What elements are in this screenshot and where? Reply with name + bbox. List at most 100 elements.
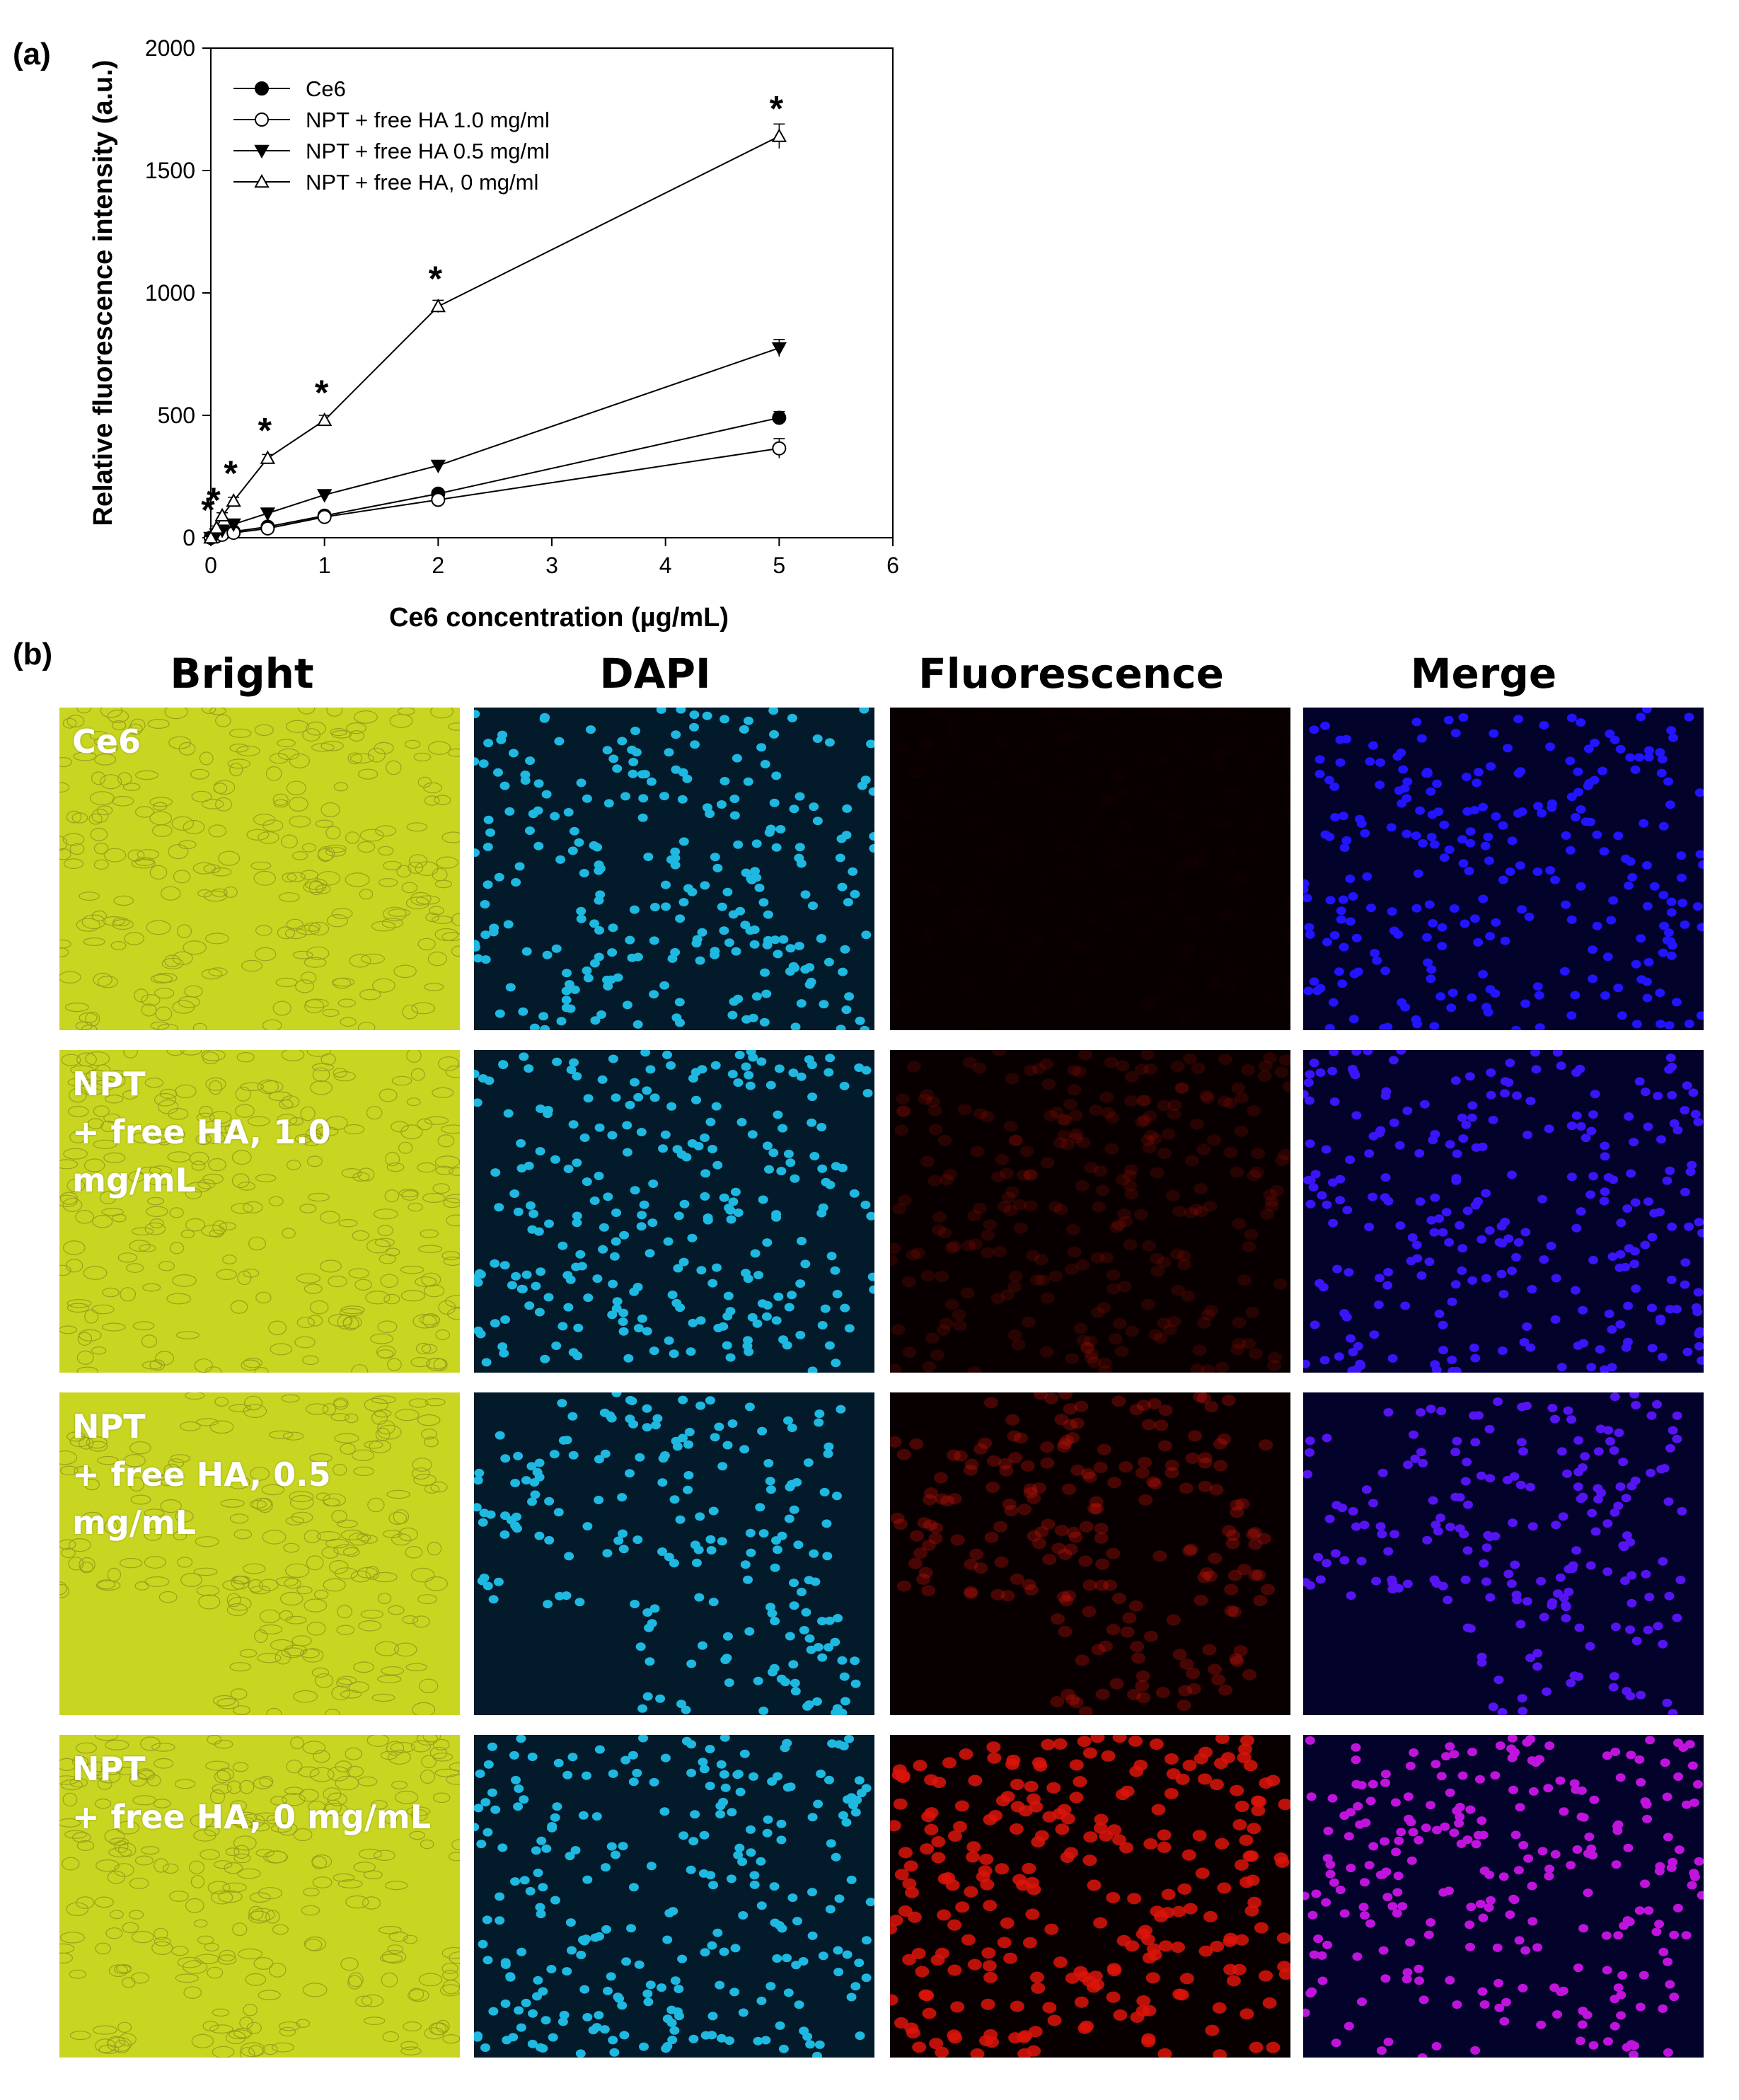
- cell: [550, 1813, 560, 1822]
- cell: [1235, 1092, 1249, 1104]
- cell: [1325, 1860, 1336, 1869]
- cell: [1256, 811, 1270, 822]
- cell: [1204, 1305, 1218, 1316]
- cell: [85, 1761, 107, 1777]
- cell: [1360, 829, 1370, 838]
- cell: [940, 1174, 954, 1186]
- cell: [573, 1323, 584, 1332]
- cell: [233, 1575, 251, 1585]
- cell: [717, 1462, 728, 1471]
- cell: [672, 1145, 683, 1154]
- cell: [1444, 1238, 1455, 1247]
- cell: [553, 1758, 564, 1767]
- cell: [1467, 1113, 1477, 1122]
- data-point: [226, 518, 241, 533]
- cell: [966, 1841, 981, 1853]
- cell: [1023, 1169, 1038, 1181]
- cell: [928, 1104, 942, 1117]
- cell: [973, 1202, 987, 1214]
- fluorescence-image: [890, 708, 1290, 1030]
- cell: [1564, 1587, 1574, 1596]
- cell: [172, 951, 193, 965]
- cell: [979, 1853, 994, 1865]
- cell: [1128, 1735, 1143, 1747]
- cell: [922, 2007, 937, 2019]
- cell: [1511, 1252, 1521, 1262]
- cell: [599, 2025, 610, 2034]
- cell: [656, 708, 666, 714]
- cell: [1389, 926, 1399, 935]
- cell: [398, 1141, 413, 1154]
- cell: [594, 2011, 604, 2020]
- cell: [983, 1900, 998, 1912]
- cell: [437, 1134, 455, 1148]
- cell: [1076, 826, 1090, 837]
- cell: [812, 2051, 822, 2058]
- cell: [1552, 2010, 1562, 2019]
- cell: [233, 1529, 253, 1540]
- cell: [792, 1478, 802, 1487]
- cell: [1346, 1334, 1356, 1343]
- cell: [1489, 729, 1499, 738]
- cell: [978, 1865, 993, 1877]
- cell: [1221, 735, 1235, 746]
- cell: [333, 1071, 356, 1082]
- cell: [1465, 838, 1476, 848]
- cell: [59, 1325, 77, 1334]
- cell: [1262, 1997, 1277, 2009]
- cell: [417, 1118, 433, 1131]
- cell: [556, 1017, 567, 1026]
- cell: [1606, 916, 1617, 925]
- cell: [1124, 948, 1138, 959]
- cell: [69, 1088, 87, 1103]
- cell: [493, 768, 503, 777]
- cell: [1485, 1474, 1496, 1483]
- cell: [1697, 1356, 1704, 1365]
- micrograph-dapi-row-3: [474, 1392, 874, 1715]
- cell: [655, 1694, 666, 1703]
- cell: [686, 1768, 697, 1777]
- cell: [1480, 841, 1491, 850]
- cell: [1011, 852, 1025, 863]
- cell: [968, 1775, 983, 1787]
- cell: [1238, 1743, 1252, 1755]
- cell: [1484, 1870, 1495, 1879]
- cell: [1458, 1134, 1469, 1143]
- cell: [395, 1790, 419, 1804]
- cell: [1663, 777, 1673, 786]
- cell: [1627, 1571, 1637, 1580]
- cell: [93, 1080, 115, 1091]
- cell: [746, 1548, 756, 1557]
- cell: [191, 790, 212, 802]
- cell: [1235, 1859, 1249, 1871]
- cell: [1671, 998, 1682, 1007]
- cell: [1055, 1823, 1070, 1835]
- cell: [1141, 1240, 1156, 1252]
- cell: [1282, 1080, 1290, 1092]
- cell: [1317, 1191, 1327, 1200]
- cell: [67, 1299, 92, 1308]
- cell: [990, 845, 1005, 856]
- cell: [1470, 2046, 1481, 2055]
- cell: [1610, 1622, 1621, 1632]
- cell: [855, 1016, 865, 1025]
- cell: [340, 1957, 359, 1971]
- cell: [705, 1396, 715, 1405]
- cell: [890, 1915, 903, 1927]
- cell: [1566, 713, 1577, 722]
- micrograph-merge-row-3: [1303, 1392, 1704, 1715]
- cell: [1211, 708, 1225, 719]
- cell: [205, 1760, 230, 1771]
- cell: [1621, 1343, 1631, 1352]
- cell: [304, 922, 321, 932]
- cell: [1689, 1869, 1699, 1878]
- cell: [642, 1423, 652, 1432]
- cell: [1032, 1538, 1046, 1550]
- cell: [342, 1547, 360, 1557]
- cell: [1089, 1496, 1104, 1508]
- cell: [1665, 1443, 1675, 1453]
- cell: [1422, 769, 1433, 778]
- cell: [345, 1747, 362, 1760]
- cell: [1322, 1854, 1333, 1863]
- cell: [481, 1358, 492, 1367]
